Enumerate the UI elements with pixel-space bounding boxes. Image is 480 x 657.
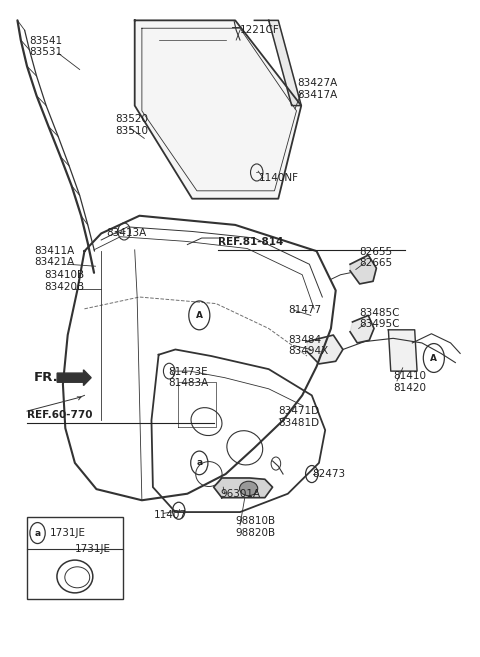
Text: 81473E
81483A: 81473E 81483A (168, 367, 208, 388)
Text: 1731JE: 1731JE (75, 545, 111, 555)
Polygon shape (350, 315, 374, 343)
Polygon shape (350, 255, 376, 284)
Text: a: a (35, 528, 41, 537)
Text: 11407: 11407 (154, 510, 187, 520)
Text: 82655
82665: 82655 82665 (360, 247, 393, 269)
Polygon shape (254, 20, 301, 106)
Ellipse shape (240, 482, 258, 495)
Text: REF.81-814: REF.81-814 (218, 237, 284, 247)
Polygon shape (388, 330, 417, 371)
Polygon shape (307, 335, 343, 364)
FancyArrow shape (57, 370, 91, 386)
Text: 82473: 82473 (312, 469, 345, 479)
Text: A: A (431, 353, 437, 363)
Text: 1731JE: 1731JE (50, 528, 86, 538)
Text: 98810B
98820B: 98810B 98820B (235, 516, 276, 538)
Text: 83411A
83421A: 83411A 83421A (34, 246, 74, 267)
Text: 83484
83494X: 83484 83494X (288, 335, 328, 356)
Text: 83410B
83420B: 83410B 83420B (44, 271, 84, 292)
Text: 81477: 81477 (288, 305, 321, 315)
Text: 83427A
83417A: 83427A 83417A (298, 78, 338, 100)
Text: FR.: FR. (34, 371, 59, 384)
Text: 83471D
83481D: 83471D 83481D (278, 406, 319, 428)
Text: REF.60-770: REF.60-770 (27, 410, 93, 420)
Text: 83485C
83495C: 83485C 83495C (360, 308, 400, 329)
Text: 83413A: 83413A (106, 229, 146, 238)
Text: 81410
81420: 81410 81420 (393, 371, 426, 393)
Text: 83520
83510: 83520 83510 (116, 114, 149, 136)
Text: a: a (196, 459, 203, 467)
Text: 1140NF: 1140NF (259, 173, 299, 183)
Text: A: A (196, 311, 203, 320)
Text: 1221CF: 1221CF (240, 25, 280, 35)
Polygon shape (214, 478, 273, 497)
Text: 83541
83531: 83541 83531 (29, 35, 62, 57)
Text: 96301A: 96301A (221, 489, 261, 499)
Polygon shape (135, 20, 301, 198)
